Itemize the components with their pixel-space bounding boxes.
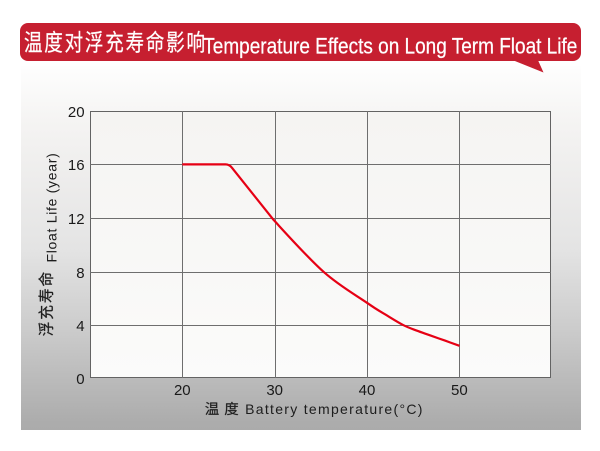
svg-text:Float Life (year): Float Life (year): [44, 153, 60, 263]
svg-text:Temperature Effects on Long Te: Temperature Effects on Long Term Float L…: [203, 33, 577, 58]
